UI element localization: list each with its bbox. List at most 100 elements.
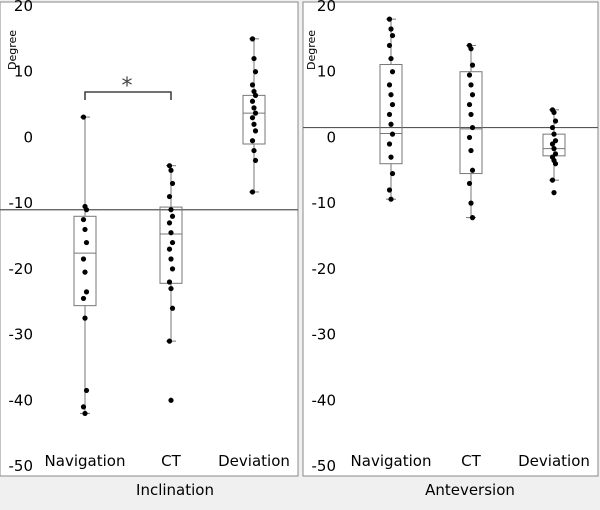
anteversion-data-point: [468, 111, 474, 118]
anteversion-data-point: [466, 134, 473, 141]
inclination-title: Inclination: [136, 481, 214, 499]
inclination-data-point: [169, 266, 176, 272]
inclination-data-point: [168, 397, 174, 403]
anteversion-data-point: [469, 167, 476, 173]
inclination-data-point: [249, 98, 256, 104]
inclination-data-point: [80, 114, 87, 120]
inclination-data-point: [169, 239, 176, 246]
anteversion-data-point: [469, 92, 476, 98]
inclination-data-point: [251, 88, 257, 95]
inclination-data-point: [251, 147, 257, 154]
anteversion-panel: [302, 1, 599, 477]
anteversion-data-point: [388, 55, 394, 62]
anteversion-data-point: [552, 118, 559, 124]
anteversion-ytick-label: 0: [326, 128, 336, 146]
inclination-box: [73, 215, 97, 307]
anteversion-ytick-label: 20: [317, 0, 336, 15]
inclination-data-point: [168, 167, 174, 173]
anteversion-data-point: [388, 196, 394, 202]
anteversion-ytick-label: -30: [312, 326, 337, 344]
anteversion-data-point: [388, 92, 394, 98]
anteversion-data-point: [551, 131, 557, 137]
inclination-data-point: [80, 295, 87, 302]
inclination-data-point: [249, 82, 256, 88]
inclination-data-point: [252, 128, 259, 134]
anteversion-ytick-label: -50: [312, 457, 337, 475]
anteversion-ylabel: Degree: [305, 30, 318, 70]
anteversion-data-point: [552, 161, 559, 167]
anteversion-category-label: Deviation: [518, 452, 590, 470]
inclination-ytick-label: -50: [9, 457, 34, 475]
anteversion-data-point: [549, 141, 556, 147]
inclination-ylabel: Degree: [6, 30, 19, 70]
anteversion-box: [379, 63, 403, 165]
anteversion-data-point: [552, 138, 559, 144]
anteversion-data-point: [551, 109, 557, 116]
anteversion-data-point: [389, 170, 396, 177]
inclination-ytick-label: -10: [9, 194, 34, 212]
inclination-data-point: [252, 92, 259, 98]
anteversion-data-point: [469, 215, 476, 221]
inclination-data-point: [80, 256, 87, 262]
inclination-ytick-label: -40: [9, 391, 34, 409]
anteversion-data-point: [389, 69, 396, 75]
inclination-ytick-label: 20: [14, 0, 33, 15]
anteversion-data-point: [468, 82, 474, 88]
anteversion-data-point: [468, 200, 474, 206]
inclination-data-point: [166, 279, 173, 285]
inclination-data-point: [80, 404, 87, 410]
inclination-category-label: Navigation: [45, 452, 126, 470]
anteversion-data-point: [386, 82, 393, 88]
inclination-data-point: [166, 220, 173, 226]
anteversion-data-point: [551, 146, 557, 152]
inclination-data-point: [83, 387, 90, 394]
inclination-data-point: [252, 69, 259, 75]
inclination-data-point: [249, 189, 256, 195]
inclination-data-point: [168, 207, 174, 213]
anteversion-box: [459, 71, 483, 175]
inclination-data-point: [251, 105, 257, 111]
significance-bracket: [84, 91, 172, 100]
anteversion-data-point: [466, 101, 473, 108]
inclination-data-point: [169, 213, 176, 219]
inclination-data-point: [82, 410, 88, 417]
inclination-data-point: [82, 269, 88, 275]
inclination-data-point: [83, 207, 90, 213]
anteversion-ytick-label: -40: [312, 391, 337, 409]
anteversion-data-point: [552, 151, 559, 157]
inclination-data-point: [166, 193, 173, 200]
anteversion-data-point: [386, 16, 393, 22]
inclination-data-point: [252, 110, 259, 116]
inclination-data-point: [82, 226, 88, 233]
anteversion-category-label: Navigation: [351, 452, 432, 470]
anteversion-data-point: [389, 131, 396, 137]
inclination-data-point: [169, 305, 176, 311]
anteversion-data-point: [469, 62, 476, 68]
anteversion-ytick-label: 10: [317, 63, 336, 81]
inclination-category-label: Deviation: [218, 452, 290, 470]
inclination-data-point: [166, 338, 173, 344]
inclination-data-point: [169, 180, 176, 187]
inclination-ytick-label: -20: [9, 260, 34, 278]
inclination-panel: [0, 1, 299, 477]
anteversion-data-point: [388, 154, 394, 160]
anteversion-data-point: [549, 177, 556, 183]
anteversion-data-point: [386, 141, 393, 147]
anteversion-data-point: [551, 190, 557, 196]
inclination-data-point: [249, 115, 256, 121]
anteversion-data-point: [389, 32, 396, 39]
inclination-data-point: [83, 289, 90, 295]
anteversion-ytick-label: -10: [312, 194, 337, 212]
inclination-ytick-label: 10: [14, 63, 33, 81]
inclination-data-point: [252, 157, 259, 164]
inclination-data-point: [80, 216, 87, 223]
inclination-data-point: [166, 246, 173, 252]
anteversion-ytick-label: -20: [312, 260, 337, 278]
inclination-category-label: CT: [161, 452, 181, 470]
anteversion-data-point: [388, 26, 394, 32]
anteversion-data-point: [386, 42, 393, 49]
anteversion-data-point: [386, 187, 393, 193]
inclination-data-point: [166, 163, 173, 169]
inclination-ytick-label: -30: [9, 326, 34, 344]
